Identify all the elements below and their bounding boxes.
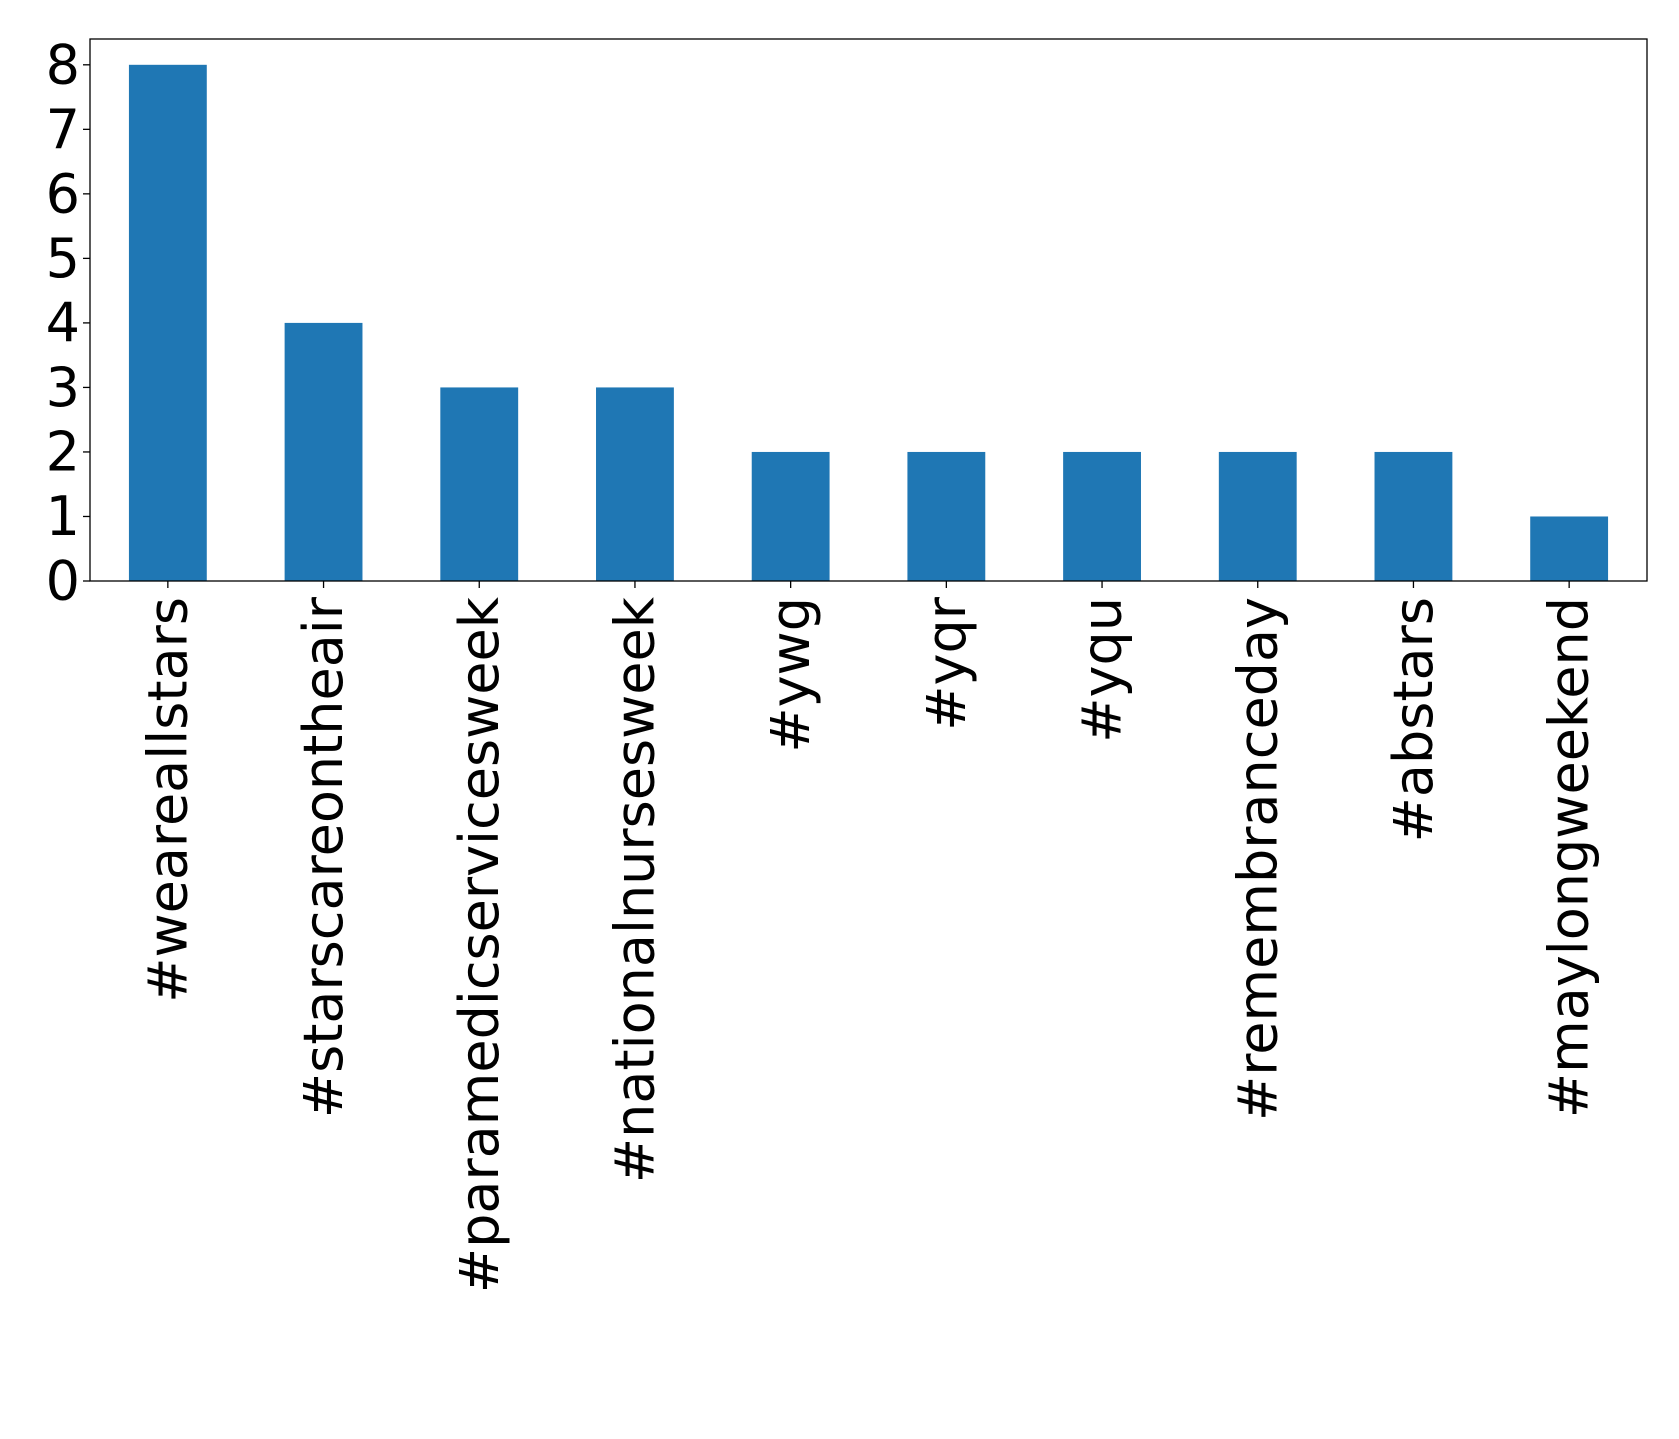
x-tick-label: #remembranceday [1226, 597, 1289, 1121]
bar-ywg [751, 451, 830, 581]
bar-abstars [1374, 451, 1453, 581]
x-tick-label: #yqr [915, 596, 978, 730]
x-tick-label: #maylongweekend [1538, 597, 1601, 1118]
bar-remembranceday [1218, 451, 1297, 581]
bar-yqr [907, 451, 986, 581]
x-tick-label: #abstars [1382, 597, 1445, 842]
x-tick-label: #starscareontheair [292, 596, 355, 1118]
x-tick-label: #nationalnursesweek [603, 596, 666, 1183]
x-tick-label: #ywg [759, 597, 822, 753]
y-tick-label: 8 [46, 33, 80, 96]
bar-starscareontheair [284, 322, 363, 581]
bars-group [128, 64, 1609, 581]
y-tick-label: 7 [46, 98, 80, 161]
y-tick-label: 2 [46, 420, 80, 483]
y-tick-label: 5 [46, 227, 80, 290]
bar-nationalnursesweek [596, 387, 674, 581]
y-tick-label: 4 [46, 291, 80, 354]
y-tick-label: 1 [46, 485, 80, 548]
bar-weareallstars [128, 64, 207, 581]
y-tick-label: 3 [46, 356, 80, 419]
y-tick-label: 6 [46, 162, 80, 225]
y-tick-label: 0 [46, 550, 80, 613]
bar-maylongweekend [1530, 516, 1609, 581]
plot-area-frame [89, 38, 1648, 582]
x-tick-label: #paramedicservicesweek [448, 596, 511, 1293]
bar-paramedicservicesweek [440, 387, 519, 581]
x-tick-label: #yqu [1071, 597, 1134, 743]
x-axis: #weareallstars #starscareontheair #paramed… [136, 581, 1601, 1293]
x-tick-label: #weareallstars [136, 597, 199, 1003]
bar-yqu [1063, 451, 1141, 581]
